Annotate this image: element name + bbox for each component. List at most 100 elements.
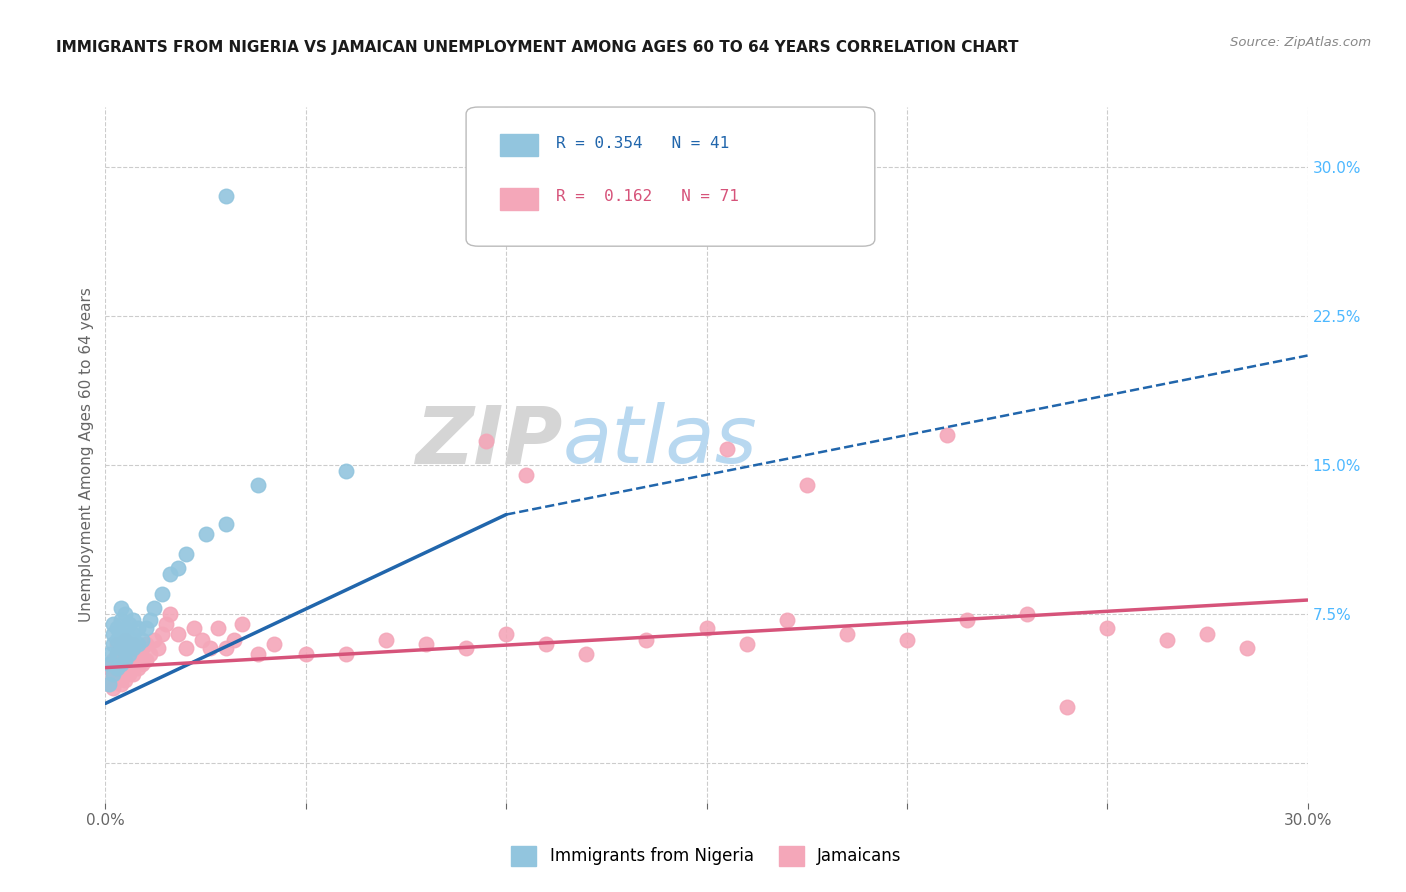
Point	[1017, 607, 1039, 621]
Point	[246, 477, 269, 491]
Point	[110, 647, 132, 661]
Point	[103, 666, 125, 681]
Point	[575, 647, 598, 661]
Point	[110, 676, 132, 690]
Point	[118, 631, 141, 645]
Point	[98, 660, 121, 674]
Point	[103, 616, 125, 631]
Point	[114, 637, 136, 651]
Point	[103, 681, 125, 695]
FancyBboxPatch shape	[499, 187, 538, 210]
Point	[135, 621, 157, 635]
Point	[138, 613, 160, 627]
Point	[155, 616, 177, 631]
Point	[103, 637, 125, 651]
Point	[135, 653, 157, 667]
Text: atlas: atlas	[562, 402, 756, 480]
Point	[103, 653, 125, 667]
Point	[107, 621, 129, 635]
Point	[776, 613, 799, 627]
Point	[636, 632, 658, 647]
Point	[127, 647, 149, 661]
Point	[127, 660, 149, 674]
Point	[150, 587, 173, 601]
Point	[131, 640, 153, 655]
Point	[214, 189, 236, 203]
Point	[118, 640, 141, 655]
Point	[98, 657, 121, 671]
Point	[118, 653, 141, 667]
Point	[1197, 627, 1219, 641]
Point	[1056, 700, 1078, 714]
Point	[214, 640, 236, 655]
Point	[122, 627, 145, 641]
Point	[114, 653, 136, 667]
Text: Source: ZipAtlas.com: Source: ZipAtlas.com	[1230, 36, 1371, 49]
Point	[110, 640, 132, 655]
Point	[131, 632, 153, 647]
Point	[495, 627, 517, 641]
Point	[159, 607, 181, 621]
Point	[166, 627, 188, 641]
Text: IMMIGRANTS FROM NIGERIA VS JAMAICAN UNEMPLOYMENT AMONG AGES 60 TO 64 YEARS CORRE: IMMIGRANTS FROM NIGERIA VS JAMAICAN UNEM…	[56, 40, 1019, 55]
Point	[122, 666, 145, 681]
Point	[98, 676, 121, 690]
Text: ZIP: ZIP	[415, 402, 562, 480]
Point	[110, 613, 132, 627]
FancyBboxPatch shape	[465, 107, 875, 246]
Point	[114, 657, 136, 671]
Point	[534, 637, 557, 651]
Point	[415, 637, 437, 651]
Point	[1236, 640, 1258, 655]
Point	[110, 627, 132, 641]
Point	[122, 653, 145, 667]
Point	[936, 428, 959, 442]
Point	[107, 660, 129, 674]
Point	[454, 640, 477, 655]
Point	[515, 467, 537, 482]
Point	[107, 660, 129, 674]
Point	[122, 637, 145, 651]
Point	[107, 673, 129, 687]
Point	[190, 632, 212, 647]
Point	[174, 547, 197, 561]
Point	[122, 640, 145, 655]
Text: R =  0.162   N = 71: R = 0.162 N = 71	[557, 189, 740, 204]
Point	[896, 632, 918, 647]
Point	[122, 613, 145, 627]
Point	[114, 673, 136, 687]
Legend: Immigrants from Nigeria, Jamaicans: Immigrants from Nigeria, Jamaicans	[503, 838, 910, 874]
Point	[716, 442, 738, 456]
Point	[127, 637, 149, 651]
Point	[956, 613, 979, 627]
Point	[146, 640, 169, 655]
Point	[835, 627, 858, 641]
Point	[110, 657, 132, 671]
Point	[98, 676, 121, 690]
Point	[110, 601, 132, 615]
Point	[198, 640, 221, 655]
Point	[103, 666, 125, 681]
Point	[374, 632, 398, 647]
Point	[263, 637, 285, 651]
Point	[183, 621, 205, 635]
Point	[295, 647, 318, 661]
FancyBboxPatch shape	[499, 134, 538, 156]
Point	[194, 527, 217, 541]
Point	[231, 616, 253, 631]
Point	[142, 632, 165, 647]
Point	[335, 647, 357, 661]
Point	[114, 607, 136, 621]
Point	[107, 647, 129, 661]
Point	[142, 601, 165, 615]
Point	[118, 616, 141, 631]
Point	[150, 627, 173, 641]
Y-axis label: Unemployment Among Ages 60 to 64 years: Unemployment Among Ages 60 to 64 years	[79, 287, 94, 623]
Point	[696, 621, 718, 635]
Point	[207, 621, 229, 635]
Point	[131, 657, 153, 671]
Point	[246, 647, 269, 661]
Point	[159, 567, 181, 582]
Point	[222, 632, 245, 647]
Point	[1156, 632, 1178, 647]
